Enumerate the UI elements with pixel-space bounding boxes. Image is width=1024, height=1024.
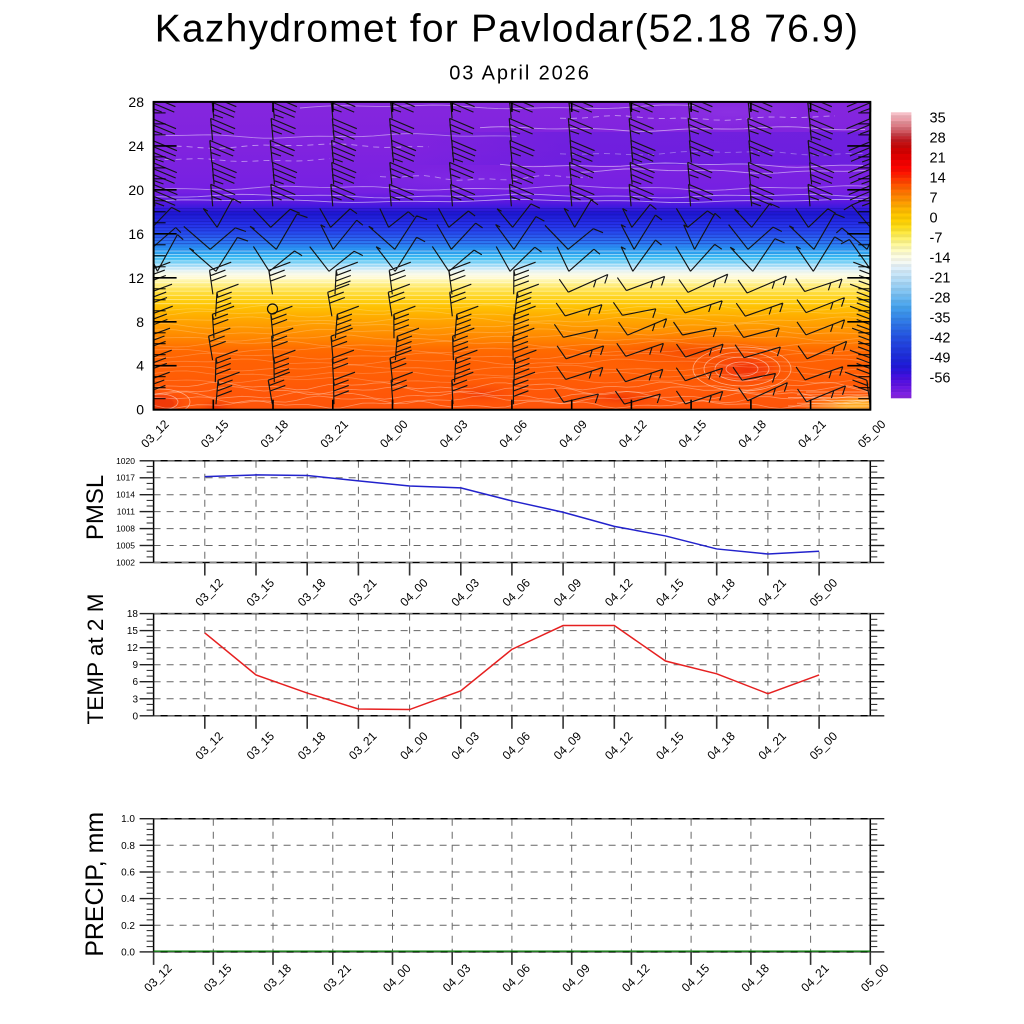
svg-text:Kazhydromet for Pavlodar(52.18: Kazhydromet for Pavlodar(52.18 76.9) — [155, 8, 859, 51]
svg-text:3: 3 — [132, 694, 138, 705]
svg-text:1005: 1005 — [116, 541, 135, 551]
svg-text:1002: 1002 — [116, 558, 135, 568]
svg-text:-14: -14 — [930, 250, 951, 266]
svg-text:1017: 1017 — [116, 473, 135, 483]
svg-text:4: 4 — [136, 358, 144, 374]
svg-text:35: 35 — [930, 110, 946, 126]
svg-text:1.0: 1.0 — [121, 814, 135, 825]
svg-text:03 April 2026: 03 April 2026 — [449, 63, 590, 85]
svg-text:16: 16 — [128, 226, 144, 242]
svg-text:14: 14 — [930, 170, 946, 186]
svg-text:-56: -56 — [930, 371, 951, 387]
svg-text:0.6: 0.6 — [121, 868, 135, 879]
svg-text:6: 6 — [132, 677, 138, 688]
svg-text:8: 8 — [136, 314, 144, 330]
svg-text:18: 18 — [127, 609, 139, 620]
svg-text:0.8: 0.8 — [121, 841, 135, 852]
svg-text:12: 12 — [128, 270, 144, 286]
svg-text:PMSL: PMSL — [82, 475, 109, 540]
svg-text:-42: -42 — [930, 331, 951, 347]
svg-text:PRECIP, mm: PRECIP, mm — [81, 812, 109, 957]
svg-text:TEMP at 2 M: TEMP at 2 M — [83, 594, 108, 725]
svg-text:15: 15 — [127, 626, 139, 637]
svg-text:1011: 1011 — [117, 507, 136, 517]
svg-text:12: 12 — [127, 643, 139, 654]
svg-text:24: 24 — [128, 138, 144, 154]
svg-text:1014: 1014 — [116, 490, 135, 500]
svg-text:1020: 1020 — [116, 456, 135, 466]
svg-text:-7: -7 — [930, 230, 943, 246]
svg-text:0.4: 0.4 — [121, 894, 135, 905]
svg-text:0: 0 — [132, 711, 138, 722]
svg-text:21: 21 — [930, 150, 946, 166]
svg-text:0.0: 0.0 — [121, 947, 135, 958]
svg-text:1008: 1008 — [116, 524, 135, 534]
svg-text:28: 28 — [128, 94, 144, 110]
svg-text:7: 7 — [930, 190, 938, 206]
svg-text:20: 20 — [128, 182, 144, 198]
svg-text:0.2: 0.2 — [121, 921, 135, 932]
svg-text:9: 9 — [132, 660, 138, 671]
svg-text:0: 0 — [136, 402, 144, 418]
svg-text:28: 28 — [930, 130, 946, 146]
svg-text:0: 0 — [930, 210, 938, 226]
svg-text:-21: -21 — [930, 271, 951, 287]
svg-text:-49: -49 — [930, 351, 951, 367]
svg-text:-28: -28 — [930, 291, 951, 307]
svg-text:-35: -35 — [930, 311, 951, 327]
